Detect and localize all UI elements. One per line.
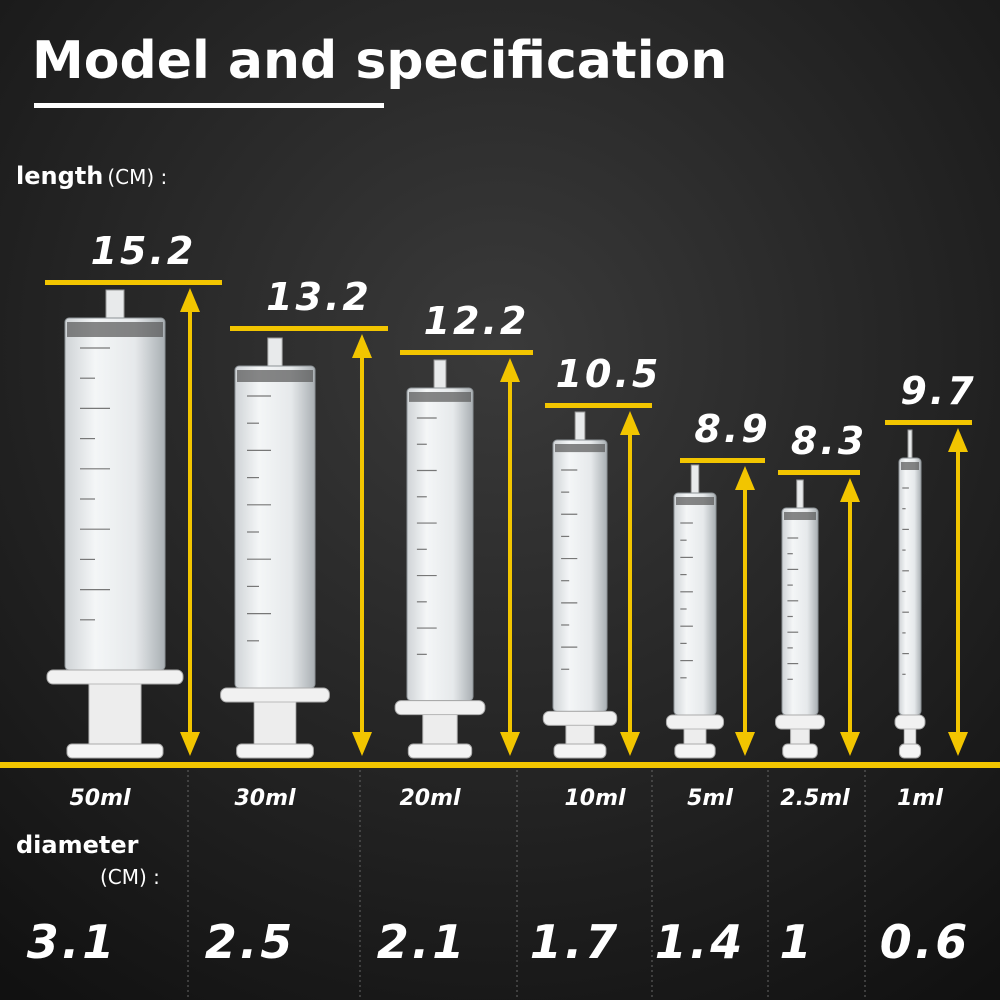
length-line — [45, 280, 222, 285]
barrel — [898, 457, 922, 716]
length-value: 8.3 — [791, 419, 867, 463]
length-value: 10.5 — [556, 352, 662, 396]
flange — [46, 669, 184, 685]
diameter-value: 1.4 — [655, 915, 746, 969]
nozzle — [907, 429, 913, 461]
plunger-seal — [409, 392, 471, 402]
nozzle — [267, 337, 283, 369]
arrow-head — [948, 428, 968, 452]
plunger-seal — [901, 462, 919, 470]
length-value: 8.9 — [694, 407, 770, 451]
barrel — [406, 387, 474, 702]
capacity: 2.5ml — [780, 786, 850, 811]
plunger — [253, 701, 297, 745]
barrel — [552, 439, 608, 712]
length-value: 9.7 — [900, 369, 976, 413]
flange — [894, 714, 926, 730]
flange — [665, 714, 725, 730]
barrel — [673, 492, 717, 716]
plunger-base — [782, 743, 818, 759]
diameter-value: 3.1 — [27, 915, 118, 969]
plunger — [565, 724, 595, 745]
plunger-seal — [784, 512, 816, 520]
length-line — [400, 350, 533, 355]
plunger-seal — [237, 370, 313, 382]
arrow-head — [840, 478, 860, 502]
arrow-head — [352, 732, 372, 756]
flange — [775, 714, 825, 730]
arrow-head — [352, 334, 372, 358]
length-value: 12.2 — [424, 299, 530, 343]
plunger-seal — [67, 322, 163, 337]
nozzle — [796, 479, 804, 511]
capacity: 1ml — [897, 786, 943, 811]
capacity: 10ml — [564, 786, 626, 811]
arrow-head — [620, 732, 640, 756]
length-label: length (CM) : — [16, 162, 167, 190]
length-value: 15.2 — [91, 229, 197, 273]
barrel — [781, 507, 819, 716]
arrow-head — [180, 288, 200, 312]
plunger — [422, 714, 458, 745]
plunger-base — [407, 743, 473, 759]
nozzle — [574, 411, 586, 443]
length-line — [680, 458, 765, 463]
flange — [394, 700, 486, 716]
diameter-value: 2.1 — [377, 915, 468, 969]
length-line — [885, 420, 972, 425]
diameter-unit: (CM) : — [100, 865, 160, 889]
plunger — [683, 728, 707, 745]
length-word: length — [16, 162, 103, 190]
plunger-seal — [555, 444, 605, 453]
plunger — [790, 728, 810, 745]
nozzle — [105, 289, 125, 321]
barrel — [64, 317, 166, 671]
capacity: 30ml — [234, 786, 296, 811]
flange — [542, 710, 618, 726]
arrow-head — [180, 732, 200, 756]
arrow-head — [948, 732, 968, 756]
nozzle — [433, 359, 447, 391]
diameter-value: 1.7 — [530, 915, 621, 969]
diameter-value: 0.6 — [880, 915, 971, 969]
capacity: 50ml — [69, 786, 131, 811]
diameter-label: diameter — [16, 831, 139, 859]
title: Model and specification — [32, 31, 727, 91]
arrow-head — [840, 732, 860, 756]
plunger-base — [674, 743, 716, 759]
baseline — [0, 762, 1000, 768]
title-underline — [34, 103, 384, 108]
nozzle — [690, 464, 700, 496]
plunger-base — [898, 743, 922, 759]
plunger-seal — [676, 497, 714, 505]
length-value: 13.2 — [266, 275, 372, 319]
capacity: 20ml — [399, 786, 461, 811]
plunger-base — [553, 743, 607, 759]
diameter-value: 2.5 — [205, 915, 296, 969]
arrow-head — [500, 732, 520, 756]
arrow-head — [735, 732, 755, 756]
plunger — [903, 728, 917, 745]
length-line — [230, 326, 388, 331]
barrel — [234, 365, 316, 689]
plunger-base — [236, 743, 314, 759]
arrow-head — [735, 466, 755, 490]
diameter-value: 1 — [779, 915, 814, 969]
length-line — [778, 470, 860, 475]
syringes: 15.2 50ml 3.1 13.2 30ml 2.5 12.2 20ml 2.1 10.5 10m… — [27, 229, 976, 1000]
plunger-base — [66, 743, 164, 759]
length-line — [545, 403, 652, 408]
arrow-head — [500, 358, 520, 382]
arrow-head — [620, 411, 640, 435]
flange — [220, 687, 330, 703]
length-unit: (CM) : — [107, 165, 167, 189]
capacity: 5ml — [687, 786, 733, 811]
plunger — [88, 683, 142, 745]
